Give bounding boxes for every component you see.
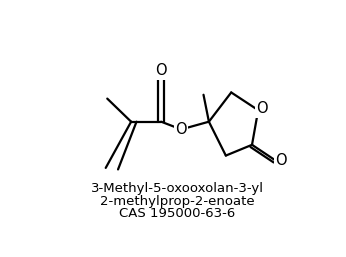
Text: CAS 195000-63-6: CAS 195000-63-6 [119, 207, 235, 220]
Text: O: O [275, 153, 287, 168]
Text: O: O [256, 101, 268, 116]
Text: O: O [155, 63, 167, 78]
Text: 2-methylprop-2-enoate: 2-methylprop-2-enoate [100, 195, 255, 207]
Text: 3-Methyl-5-oxooxolan-3-yl: 3-Methyl-5-oxooxolan-3-yl [91, 182, 264, 195]
Text: O: O [175, 122, 187, 137]
